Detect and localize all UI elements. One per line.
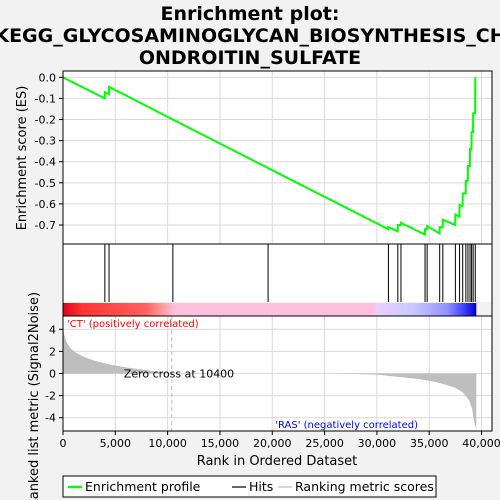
es-tick-label-0: 0.0 bbox=[39, 71, 57, 84]
x-tick-label-6: 30,000 bbox=[358, 437, 397, 450]
x-tick-label-0: 0 bbox=[60, 437, 67, 450]
legend-metric-label: Ranking metric scores bbox=[295, 479, 434, 494]
es-tick-label-6: -0.6 bbox=[35, 198, 56, 211]
metric-y-axis-label: Ranked list metric (Signal2Noise) bbox=[27, 292, 42, 500]
negative-correlation-label: 'RAS' (negatively correlated) bbox=[275, 420, 418, 431]
chart-title-line-1: Enrichment plot: bbox=[161, 3, 340, 25]
es-y-ticks: 0.0 -0.1 -0.2 -0.3 -0.4 -0.5 -0.6 -0.7 bbox=[35, 71, 63, 232]
es-tick-label-1: -0.1 bbox=[35, 92, 56, 105]
x-axis-label: Rank in Ordered Dataset bbox=[197, 454, 358, 469]
x-ticks: 0 5,000 10,000 15,000 20,000 25,000 30,000 35,0… bbox=[60, 431, 500, 450]
zero-cross-label: Zero cross at 10400 bbox=[124, 368, 234, 381]
x-tick-label-5: 25,000 bbox=[305, 437, 344, 450]
x-tick-label-7: 35,000 bbox=[410, 437, 449, 450]
x-tick-label-1: 5,000 bbox=[100, 437, 132, 450]
chart-title-line-3: ONDROITIN_SULFATE bbox=[139, 47, 361, 69]
x-tick-label-2: 10,000 bbox=[148, 437, 187, 450]
metric-tick-label-0: 4 bbox=[49, 323, 56, 336]
metric-tick-label-1: 2 bbox=[49, 345, 56, 358]
es-tick-label-7: -0.7 bbox=[35, 219, 56, 232]
es-tick-label-4: -0.4 bbox=[35, 156, 56, 169]
legend-hits-label: Hits bbox=[249, 479, 273, 494]
metric-y-ticks: 4 2 0 -2 -4 bbox=[45, 323, 63, 424]
positive-correlation-label: 'CT' (positively correlated) bbox=[67, 319, 199, 330]
chart-title-line-2: KEGG_GLYCOSAMINOGLYCAN_BIOSYNTHESIS_CH bbox=[0, 25, 500, 47]
es-tick-label-3: -0.3 bbox=[35, 135, 56, 148]
x-tick-label-4: 20,000 bbox=[253, 437, 292, 450]
es-tick-label-5: -0.5 bbox=[35, 177, 56, 190]
es-y-axis-label: Enrichment score (ES) bbox=[15, 86, 30, 231]
metric-tick-label-2: 0 bbox=[49, 368, 56, 381]
metric-tick-label-4: -4 bbox=[45, 412, 56, 425]
metric-tick-label-3: -2 bbox=[45, 390, 56, 403]
legend-es-label: Enrichment profile bbox=[85, 479, 201, 494]
x-tick-label-8: 40,000 bbox=[462, 437, 500, 450]
es-tick-label-2: -0.2 bbox=[35, 114, 56, 127]
x-tick-label-3: 15,000 bbox=[201, 437, 240, 450]
ranking-color-band bbox=[63, 303, 476, 316]
hits-panel bbox=[63, 244, 492, 302]
